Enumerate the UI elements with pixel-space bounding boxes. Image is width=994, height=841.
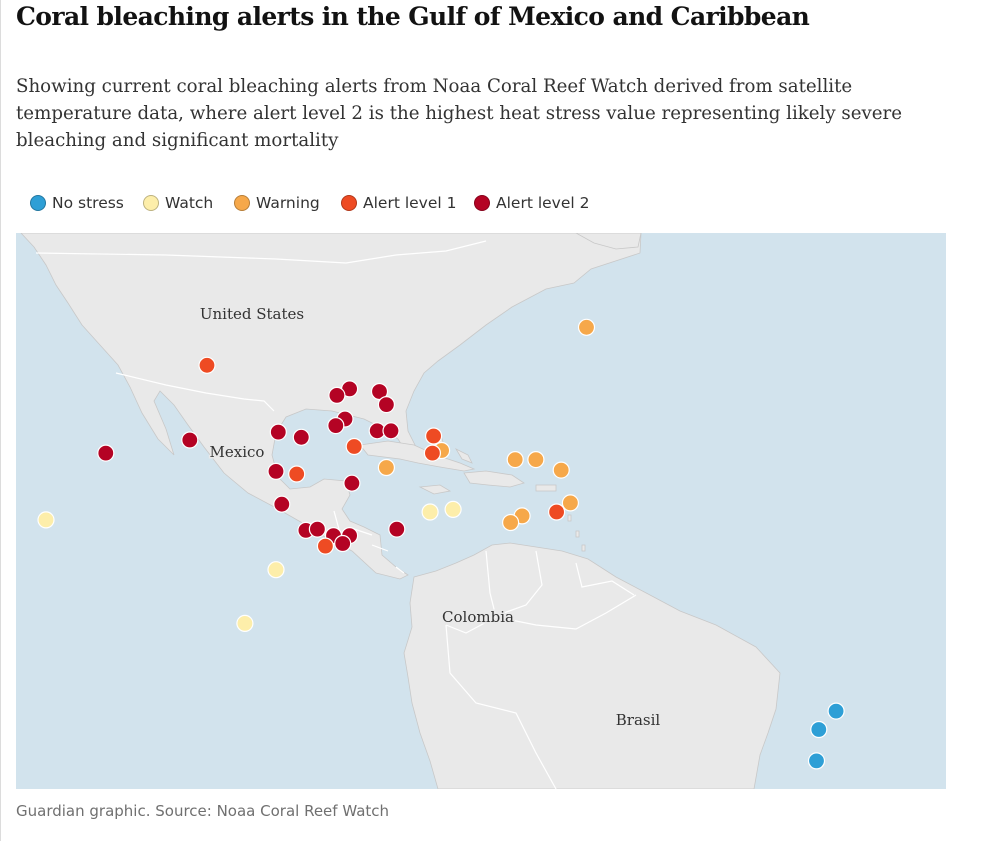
station-marker-alert-level-1[interactable]: [425, 427, 443, 445]
station-marker-alert-level-2[interactable]: [327, 417, 345, 435]
country-label-mexico: Mexico: [210, 443, 265, 461]
station-marker-alert-level-1[interactable]: [547, 503, 566, 521]
station-marker-warning[interactable]: [552, 461, 570, 479]
north-america-landmass: [20, 233, 642, 580]
station-marker-alert-level-2[interactable]: [273, 495, 291, 513]
map: United States Mexico Colombia Brasil: [16, 233, 946, 789]
us-mexico-border: [115, 372, 275, 412]
station-marker-alert-level-1[interactable]: [423, 444, 441, 462]
station-marker-warning[interactable]: [506, 451, 524, 469]
station-marker-alert-level-2[interactable]: [343, 474, 361, 492]
legend-item-alert-level-2: Alert level 2: [474, 194, 589, 212]
station-marker-alert-level-1[interactable]: [316, 537, 334, 555]
left-rule: [0, 0, 1, 841]
cuba: [359, 440, 476, 472]
jamaica: [418, 484, 452, 495]
station-marker-watch[interactable]: [421, 503, 439, 521]
greenland-edge: [575, 233, 642, 250]
station-marker-alert-level-2[interactable]: [97, 444, 115, 462]
station-marker-alert-level-2[interactable]: [267, 462, 285, 480]
map-canvas: United States Mexico Colombia Brasil: [16, 233, 946, 789]
station-marker-alert-level-2[interactable]: [328, 386, 346, 404]
country-label-united-states: United States: [200, 305, 304, 323]
station-markers: [37, 318, 845, 770]
legend-item-watch: Watch: [143, 194, 213, 212]
station-marker-no-stress[interactable]: [807, 752, 826, 770]
station-marker-alert-level-1[interactable]: [345, 437, 363, 456]
station-marker-alert-level-1[interactable]: [198, 356, 216, 374]
station-marker-warning[interactable]: [377, 458, 395, 477]
central-america-borders: [333, 510, 405, 574]
legend-item-no-stress: No stress: [30, 194, 124, 212]
country-label-colombia: Colombia: [442, 608, 514, 626]
page-title: Coral bleaching alerts in the Gulf of Me…: [16, 2, 810, 31]
station-marker-alert-level-2[interactable]: [334, 534, 352, 553]
country-labels: United States Mexico Colombia Brasil: [198, 304, 662, 731]
station-marker-alert-level-2[interactable]: [377, 396, 395, 414]
station-marker-alert-level-1[interactable]: [288, 465, 306, 483]
country-label-brasil: Brasil: [616, 711, 661, 729]
chart-subtitle: Showing current coral bleaching alerts f…: [16, 76, 903, 151]
station-marker-alert-level-2[interactable]: [308, 520, 326, 538]
legend-swatch-warning: [234, 195, 250, 211]
station-marker-alert-level-2[interactable]: [181, 431, 199, 449]
us-canada-border: [35, 240, 487, 264]
landmass-group: [20, 233, 781, 789]
station-marker-alert-level-2[interactable]: [269, 423, 287, 441]
country-borders: [35, 240, 637, 789]
legend-item-alert-level-1: Alert level 1: [341, 194, 456, 212]
station-marker-watch[interactable]: [37, 511, 55, 529]
legend-label-watch: Watch: [165, 194, 214, 212]
station-marker-warning[interactable]: [502, 513, 520, 532]
station-marker-alert-level-2[interactable]: [292, 428, 310, 446]
legend-swatch-no-stress: [30, 195, 46, 211]
station-marker-warning[interactable]: [561, 494, 580, 512]
legend-label-alert-level-2: Alert level 2: [496, 194, 590, 212]
legend-swatch-watch: [143, 195, 159, 211]
source-note: Guardian graphic. Source: Noaa Coral Ree…: [16, 802, 390, 820]
station-marker-no-stress[interactable]: [827, 702, 845, 720]
station-marker-watch[interactable]: [267, 561, 285, 579]
station-marker-watch[interactable]: [236, 614, 254, 632]
legend-swatch-alert-level-1: [341, 195, 357, 211]
legend-label-warning: Warning: [256, 194, 320, 212]
station-marker-warning[interactable]: [577, 318, 596, 336]
legend-label-alert-level-1: Alert level 1: [363, 194, 457, 212]
station-marker-alert-level-2[interactable]: [388, 520, 406, 538]
station-marker-warning[interactable]: [527, 451, 545, 469]
south-america-borders: [445, 550, 637, 789]
station-marker-alert-level-2[interactable]: [382, 422, 400, 440]
hispaniola: [463, 470, 525, 488]
south-america-landmass: [403, 542, 781, 789]
legend-swatch-alert-level-2: [474, 195, 490, 211]
station-marker-no-stress[interactable]: [810, 720, 828, 739]
legend-label-no-stress: No stress: [52, 194, 124, 212]
legend-item-warning: Warning: [234, 194, 320, 212]
puerto-rico: [535, 484, 557, 492]
station-marker-watch[interactable]: [444, 500, 462, 518]
